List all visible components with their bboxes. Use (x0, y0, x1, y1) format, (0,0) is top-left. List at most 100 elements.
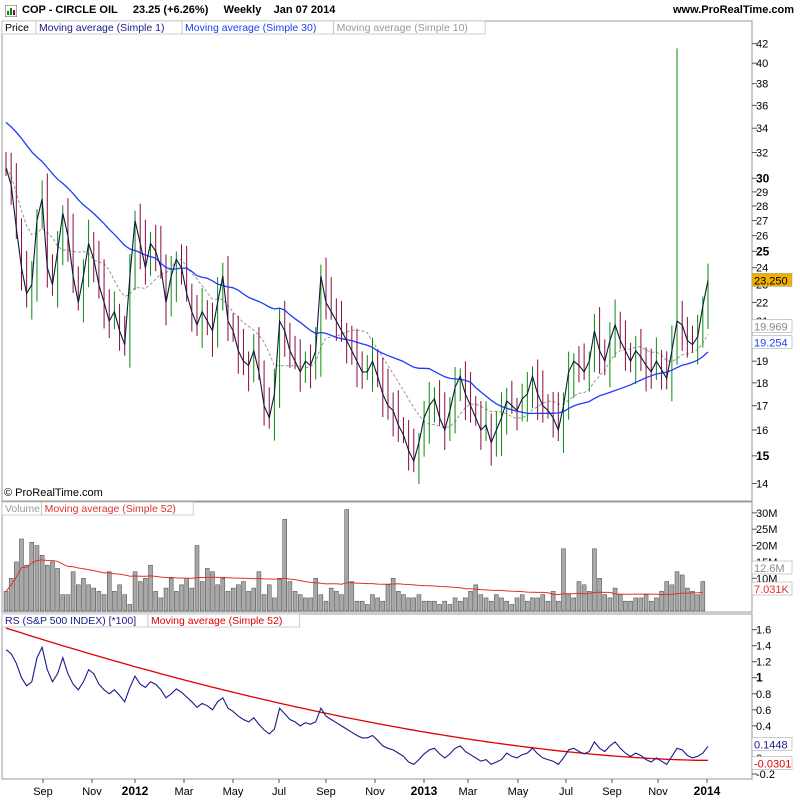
volume-bar (236, 584, 241, 612)
rs-tick-label: 1 (756, 671, 763, 685)
volume-bar (282, 519, 287, 612)
volume-bar (452, 597, 458, 612)
x-tick-label: Sep (602, 786, 622, 798)
volume-bar (349, 581, 355, 612)
rs-tick-label: 0.6 (756, 705, 771, 717)
volume-bar (437, 604, 442, 612)
volume-bar (34, 545, 40, 612)
volume-bar (628, 600, 633, 612)
volume-bar (365, 604, 370, 612)
price-tick-label: 42 (756, 39, 768, 51)
volume-bar (406, 597, 411, 612)
volume-bar (39, 555, 45, 612)
volume-bar (179, 584, 184, 612)
volume-bar (463, 597, 468, 612)
volume-bar (148, 564, 153, 612)
volume-bar (60, 594, 66, 612)
x-tick-label: Sep (316, 786, 336, 798)
volume-bar (566, 594, 571, 612)
ma30-value-tag-box (751, 335, 793, 349)
volume-tick-label: 20M (756, 541, 777, 553)
watermark: © ProRealTime.com (4, 487, 103, 499)
price-tick-label: 29 (756, 187, 768, 199)
volume-bar (24, 564, 29, 612)
volume-bar (241, 581, 246, 612)
volume-bar (504, 600, 509, 612)
volume-bar (328, 587, 334, 612)
rs-tick-label: 0.8 (756, 689, 771, 701)
volume-bar (530, 597, 535, 612)
volume-bar (50, 561, 55, 612)
legend-entry: Moving average (Simple 1) (39, 22, 164, 34)
volume-bar (545, 600, 551, 612)
volume-bar (86, 584, 91, 612)
volume-bar (153, 591, 158, 612)
price-tick-label: 24 (756, 263, 768, 275)
volume-bar (29, 542, 35, 612)
volume-bar (267, 584, 272, 612)
volume-bar (602, 594, 608, 612)
volume-bar (592, 548, 597, 612)
rs-ma-value-tag-box (751, 756, 793, 770)
volume-bar (525, 600, 530, 612)
price-tick-label: 14 (756, 478, 768, 490)
volume-bar (112, 591, 117, 612)
volume-bar (8, 578, 14, 612)
volume-bar (618, 594, 623, 612)
x-tick-label: May (223, 786, 244, 798)
volume-bar (143, 578, 148, 612)
volume-bar (648, 600, 654, 612)
volume-bar (339, 594, 344, 612)
volume-bar (127, 604, 133, 612)
price-tick-label: 16 (756, 425, 768, 437)
volume-bar (514, 597, 520, 612)
volume-bar (308, 597, 313, 612)
volume-bar (421, 600, 427, 612)
volume-bar (230, 587, 236, 612)
volume-bar (292, 591, 298, 612)
volume-bar (535, 597, 540, 612)
price-tick-label: 22 (756, 297, 768, 309)
price-tick-label: 40 (756, 58, 768, 70)
price-panel-frame (1, 20, 753, 502)
volume-bar (478, 594, 484, 612)
volume-bar (96, 591, 102, 612)
volume-bar (323, 600, 329, 612)
volume-bar (184, 578, 189, 612)
x-tick-label: Jul (272, 786, 286, 798)
ma10-value-tag: 19.969 (754, 321, 788, 333)
last-price-tag-box (751, 273, 793, 287)
volume-bar (700, 581, 706, 612)
price-tick-label: 30 (756, 171, 770, 185)
volume-bar (303, 597, 308, 612)
legend-box (147, 613, 300, 628)
volume-bar (158, 597, 164, 612)
x-tick-label: Sep (33, 786, 53, 798)
price-tick-label: 25 (756, 244, 770, 258)
site-url[interactable]: www.ProRealTime.com (672, 4, 794, 16)
volume-bar (550, 591, 556, 612)
x-tick-label: Mar (175, 786, 194, 798)
price-tick-label: 19 (756, 356, 768, 368)
volume-bar (272, 597, 277, 612)
volume-bar (19, 538, 24, 612)
volume-bar (468, 591, 473, 612)
volume-bar (416, 594, 422, 612)
rs-tick-label: 0.4 (756, 721, 771, 733)
legend-entry: Moving average (Simple 52) (45, 503, 176, 515)
x-tick-label: 2013 (411, 784, 438, 798)
volume-bar (297, 594, 303, 612)
volume-bar (132, 571, 138, 612)
volume-bar (91, 587, 96, 612)
volume-bar (674, 571, 680, 612)
price-change: 23.25 (+6.26%) (132, 4, 209, 16)
volume-bar (669, 584, 675, 612)
volume-bar (612, 587, 618, 612)
volume-bar (638, 597, 644, 612)
volume-bar (540, 594, 546, 612)
rs-line (5, 645, 709, 766)
volume-ma-line (5, 559, 703, 596)
volume-bar (581, 584, 587, 612)
chart-header: COP - CIRCLE OIL 23.25 (+6.26%) Weekly J… (0, 0, 800, 20)
volume-bar (685, 587, 690, 612)
